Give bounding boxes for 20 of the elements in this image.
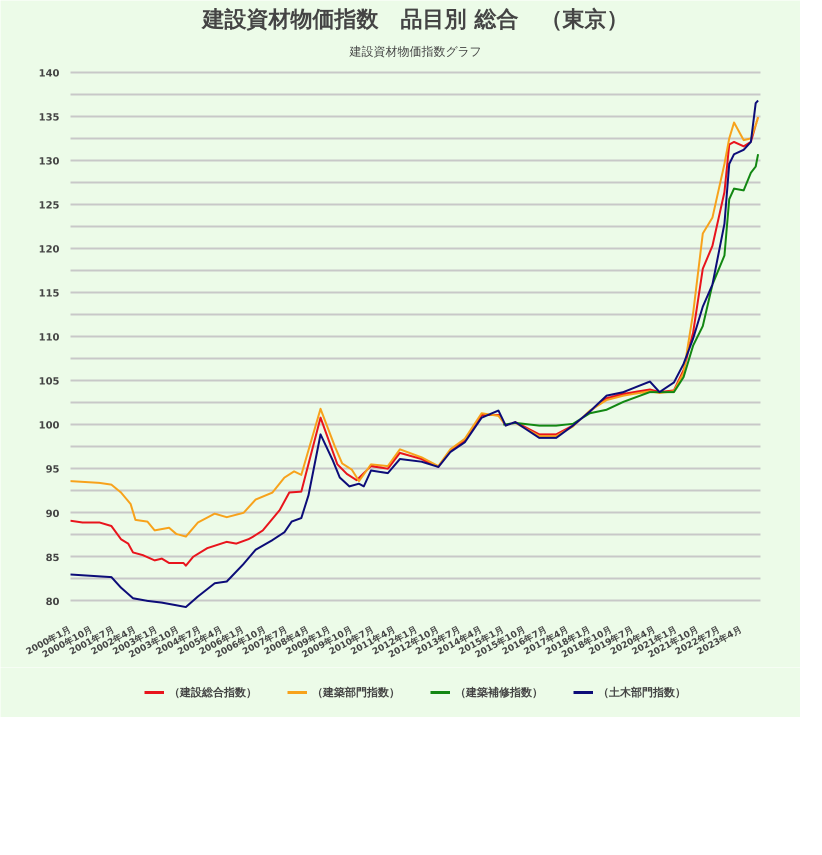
legend-label: （建築部門指数） [312,684,400,700]
y-tick-label: 135 [38,112,60,124]
legend-label: （建設総合指数） [169,684,257,700]
y-tick-label: 115 [38,288,60,300]
legend-label: （建築補修指数） [455,684,543,700]
line-series [502,153,760,427]
legend-label: （土木部門指数） [598,684,686,700]
y-tick-label: 100 [38,420,60,432]
y-tick-label: 125 [38,200,60,212]
y-tick-label: 120 [38,244,60,256]
y-tick-label: 105 [38,376,60,388]
y-tick-label: 80 [46,596,60,608]
y-tick-label: 130 [38,156,60,168]
y-tick-label: 95 [46,464,60,476]
y-tick-label: 85 [46,552,60,564]
y-tick-label: 90 [46,508,60,520]
chart-subtitle: 建設資材物価指数グラフ [348,44,482,58]
chart-title: 建設資材物価指数 品目別 総合 （東京） [200,6,628,32]
y-tick-label: 110 [38,332,60,344]
y-tick-label: 140 [38,68,60,80]
